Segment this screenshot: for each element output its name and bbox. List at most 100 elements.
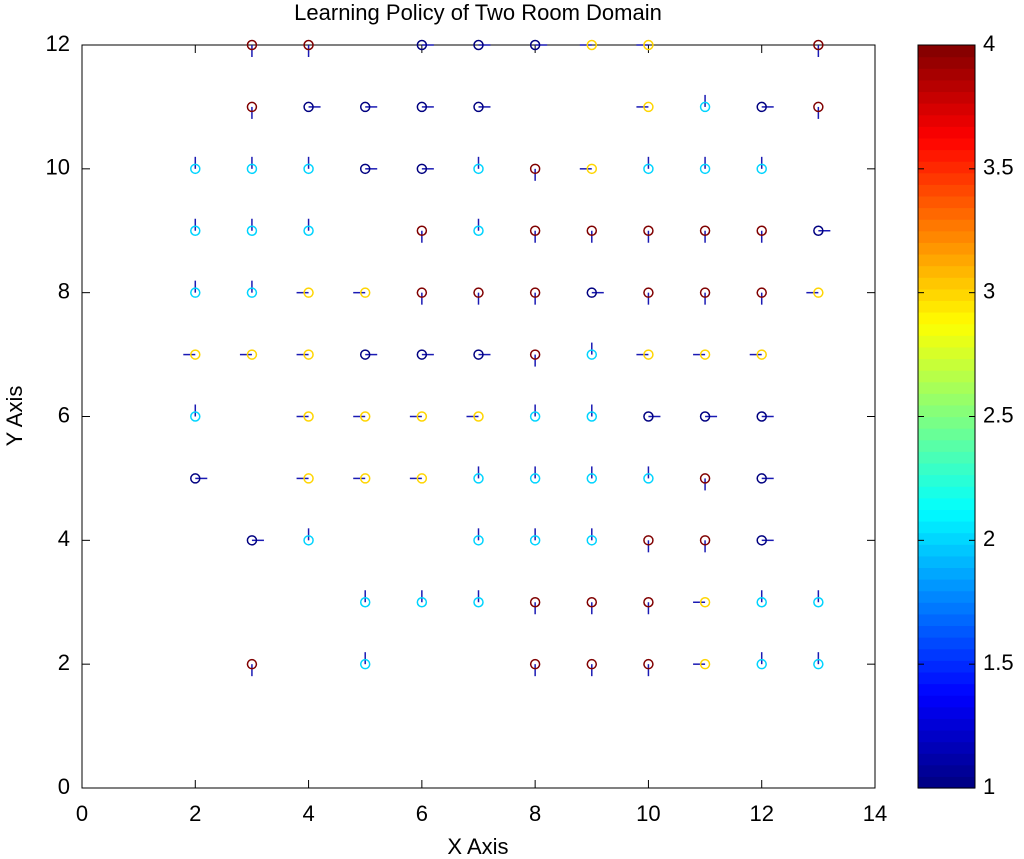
- colorbar-cell: [918, 764, 975, 777]
- x-tick-label: 10: [636, 801, 660, 826]
- y-tick-label: 6: [58, 402, 70, 427]
- point: [190, 287, 201, 298]
- point: [586, 349, 598, 360]
- colorbar-cell: [918, 718, 975, 731]
- point: [756, 163, 767, 175]
- point: [190, 225, 201, 236]
- point: [473, 597, 484, 608]
- colorbar-cell: [918, 695, 975, 708]
- point: [586, 39, 598, 51]
- x-tick-label: 14: [863, 801, 887, 826]
- point: [246, 101, 258, 113]
- colorbar-cell: [918, 381, 975, 394]
- colorbar-cell: [918, 544, 975, 557]
- x-axis-label: X Axis: [447, 834, 508, 859]
- point: [473, 101, 484, 113]
- colorbar-tick-label: 3: [983, 278, 995, 303]
- colorbar-cell: [918, 161, 975, 174]
- point: [699, 535, 711, 546]
- point: [246, 225, 258, 236]
- point: [699, 225, 711, 236]
- colorbar-cell: [918, 509, 975, 522]
- point: [586, 535, 598, 546]
- colorbar-cell: [918, 370, 975, 383]
- point: [699, 349, 711, 360]
- point: [699, 101, 711, 113]
- point: [246, 287, 258, 298]
- x-tick-label: 0: [76, 801, 88, 826]
- point: [586, 225, 598, 236]
- colorbar-cell: [918, 172, 975, 185]
- point: [303, 473, 314, 484]
- point: [416, 287, 428, 298]
- point: [303, 101, 314, 113]
- point: [246, 39, 258, 51]
- point: [359, 473, 371, 484]
- point: [813, 597, 824, 608]
- colorbar-cell: [918, 613, 975, 627]
- point: [303, 39, 314, 51]
- colorbar-cell: [918, 79, 975, 93]
- point: [586, 658, 598, 670]
- colorbar-cell: [918, 195, 975, 209]
- point: [473, 473, 484, 484]
- point: [190, 473, 201, 484]
- point: [813, 225, 824, 236]
- point: [586, 473, 598, 484]
- point: [699, 473, 711, 484]
- point: [359, 658, 371, 670]
- point: [190, 349, 201, 360]
- point: [359, 287, 371, 298]
- point: [246, 163, 258, 175]
- colorbar-cell: [918, 137, 975, 151]
- colorbar-cell: [918, 184, 975, 197]
- point: [359, 101, 371, 113]
- point: [643, 349, 654, 360]
- point: [643, 163, 654, 175]
- colorbar-cell: [918, 358, 975, 371]
- point: [303, 225, 314, 236]
- point: [473, 411, 484, 422]
- y-tick-label: 8: [58, 278, 70, 303]
- colorbar-cell: [918, 625, 975, 638]
- y-tick-label: 4: [58, 526, 70, 551]
- point: [756, 411, 767, 422]
- colorbar-cell: [918, 393, 975, 406]
- point: [813, 287, 824, 298]
- point: [529, 473, 541, 484]
- colorbar-cell: [918, 741, 975, 754]
- point: [699, 597, 711, 608]
- point: [813, 658, 824, 670]
- point: [416, 349, 428, 360]
- point: [529, 535, 541, 546]
- colorbar-cell: [918, 323, 975, 336]
- colorbar-cell: [918, 45, 975, 58]
- colorbar-cell: [918, 149, 975, 162]
- colorbar-cell: [918, 207, 975, 220]
- colorbar-cell: [918, 126, 975, 139]
- point: [359, 597, 371, 608]
- point: [813, 39, 824, 51]
- point: [529, 597, 541, 608]
- point: [416, 597, 428, 608]
- point: [699, 163, 711, 175]
- colorbar-cell: [918, 474, 975, 487]
- point: [303, 411, 314, 422]
- x-tick-label: 2: [189, 801, 201, 826]
- colorbar-cell: [918, 706, 975, 719]
- point: [473, 287, 484, 298]
- point: [416, 101, 428, 113]
- point: [643, 658, 654, 670]
- point: [529, 658, 541, 670]
- colorbar-cell: [918, 288, 975, 302]
- colorbar-cell: [918, 404, 975, 418]
- colorbar-cell: [918, 579, 975, 592]
- point: [643, 101, 654, 113]
- y-tick-label: 0: [58, 774, 70, 799]
- colorbar-cell: [918, 253, 975, 267]
- colorbar-cell: [918, 532, 975, 545]
- colorbar-cell: [918, 776, 975, 789]
- colorbar-cell: [918, 590, 975, 603]
- point: [699, 287, 711, 298]
